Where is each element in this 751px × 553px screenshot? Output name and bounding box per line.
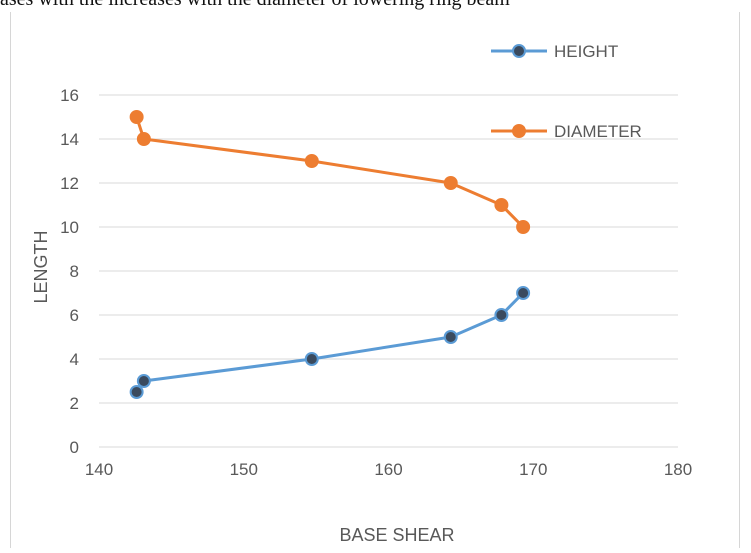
y-tick-label: 2: [70, 394, 79, 413]
data-point-height: [494, 308, 509, 322]
y-tick-label: 8: [70, 262, 79, 281]
legend-marker-height: [512, 44, 526, 58]
x-tick-labels: 140 150 160 170 180: [85, 460, 692, 479]
data-point-height: [443, 330, 458, 344]
data-point-height: [129, 385, 144, 399]
y-tick-label: 14: [60, 130, 79, 149]
data-point-diameter: [494, 198, 509, 212]
legend-item-diameter: DIAMETER: [491, 122, 642, 141]
y-axis-label: LENGTH: [31, 230, 51, 303]
x-tick-label: 160: [374, 460, 402, 479]
legend-label-diameter: DIAMETER: [554, 122, 642, 141]
y-tick-label: 4: [70, 350, 79, 369]
x-axis-label: BASE SHEAR: [339, 525, 454, 545]
x-tick-label: 180: [664, 460, 692, 479]
y-tick-label: 10: [60, 218, 79, 237]
line-chart: 0 2 4 6 8 10 12 14 16 140 150 160 170 180 HEIGHT DIAM…: [31, 42, 692, 545]
y-tick-labels: 0 2 4 6 8 10 12 14 16: [60, 86, 79, 457]
data-point-diameter: [129, 110, 144, 124]
y-tick-label: 6: [70, 306, 79, 325]
page-caption: ases with the increases with the diamete…: [0, 0, 751, 12]
series-line-diameter: [135, 116, 525, 229]
data-point-diameter: [304, 154, 319, 168]
data-point-height: [516, 286, 531, 300]
legend-item-height: HEIGHT: [491, 42, 618, 61]
legend-label-height: HEIGHT: [554, 42, 618, 61]
data-point-diameter: [136, 132, 151, 146]
series-lines: [129, 110, 531, 399]
data-point-height: [136, 374, 151, 388]
x-tick-label: 140: [85, 460, 113, 479]
series-line-height: [135, 291, 525, 393]
chart-frame: 0 2 4 6 8 10 12 14 16 140 150 160 170 180 HEIGHT DIAM…: [10, 12, 740, 548]
y-tick-label: 12: [60, 174, 79, 193]
data-point-height: [304, 352, 319, 366]
y-tick-label: 0: [70, 438, 79, 457]
legend: HEIGHT DIAMETER: [491, 42, 642, 141]
data-point-diameter: [516, 220, 531, 234]
x-tick-label: 170: [519, 460, 547, 479]
x-tick-label: 150: [230, 460, 258, 479]
gridlines: [99, 94, 678, 448]
y-tick-label: 16: [60, 86, 79, 105]
legend-marker-diameter: [512, 124, 526, 138]
data-point-diameter: [443, 176, 458, 190]
